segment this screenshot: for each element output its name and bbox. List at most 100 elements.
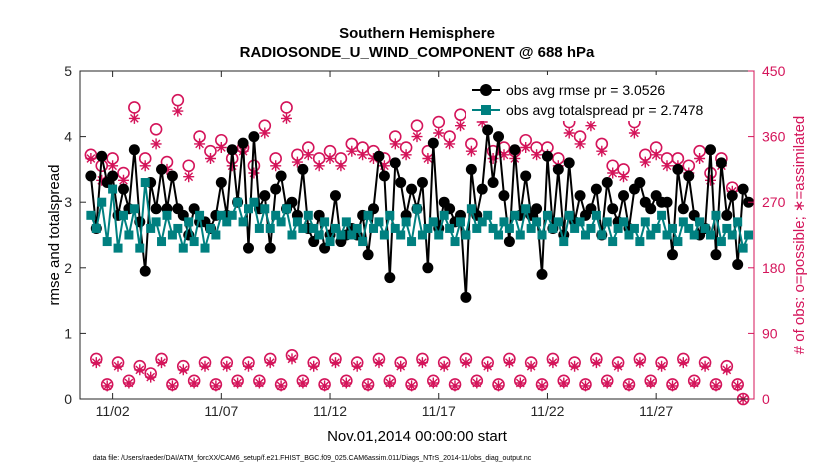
spread-point (504, 223, 514, 233)
spread-point (124, 230, 134, 240)
x-tick-label: 11/07 (204, 403, 238, 419)
obs-assimilated-point (90, 357, 102, 369)
rmse-point (373, 150, 385, 162)
spread-point (303, 210, 313, 220)
obs-assimilated-point (313, 160, 325, 172)
obs-assimilated-point (357, 149, 369, 161)
spread-point (216, 210, 226, 220)
obs-assimilated-point (444, 138, 456, 150)
spread-point (102, 237, 112, 247)
obs-assimilated-point (476, 116, 488, 128)
rmse-point (590, 183, 602, 195)
y-right-tick-label: 90 (762, 325, 778, 341)
spread-point (570, 223, 580, 233)
spread-point (140, 178, 150, 188)
obs-assimilated-point (623, 380, 635, 392)
obs-assimilated-point (732, 380, 744, 392)
rmse-point (672, 163, 684, 175)
spread-point (118, 210, 128, 220)
obs-assimilated-point (226, 160, 238, 172)
spread-point (254, 223, 264, 233)
spread-point (189, 237, 199, 247)
spread-point (553, 217, 563, 227)
obs-assimilated-point (590, 357, 602, 369)
spread-point (287, 230, 297, 240)
spread-point (640, 217, 650, 227)
spread-point (162, 210, 172, 220)
spread-point (91, 223, 101, 233)
obs-assimilated-point (705, 174, 716, 186)
spread-point (407, 237, 417, 247)
spread-point (336, 230, 346, 240)
spread-point (450, 237, 460, 247)
y-left-axis-label: rmse and totalspread (46, 165, 63, 306)
obs-possible-point (149, 123, 163, 136)
spread-point (298, 223, 308, 233)
rmse-point (607, 203, 619, 215)
spread-point (613, 223, 623, 233)
rmse-point (139, 265, 151, 277)
obs-assimilated-point (101, 380, 113, 392)
obs-assimilated-point (118, 174, 129, 186)
spread-point (608, 237, 618, 247)
obs-assimilated-point (270, 160, 282, 172)
spread-point (548, 223, 558, 233)
rmse-point (726, 190, 738, 202)
rmse-point (427, 137, 439, 149)
obs-assimilated-point (166, 380, 178, 392)
spread-point (151, 217, 161, 227)
spread-point (390, 223, 400, 233)
y-right-tick-label: 0 (762, 391, 770, 407)
rmse-point (482, 124, 494, 136)
obs-assimilated-point (699, 360, 711, 372)
spread-point (716, 237, 726, 247)
spread-point (733, 217, 743, 227)
rmse-point (384, 272, 396, 284)
obs-assimilated-point (656, 360, 668, 372)
rmse-point (378, 170, 390, 182)
obs-assimilated-point (612, 360, 624, 372)
spread-point (379, 230, 389, 240)
obs-assimilated-point (302, 149, 314, 161)
rmse-point (362, 249, 374, 261)
obs-assimilated-point (465, 145, 477, 157)
obs-assimilated-point (286, 353, 298, 365)
spread-point (667, 223, 677, 233)
obs-assimilated-point (199, 360, 211, 372)
obs-assimilated-point (85, 153, 97, 164)
rmse-point (536, 268, 548, 280)
rmse-point (389, 157, 401, 169)
spread-point (494, 230, 504, 240)
spread-point (86, 210, 96, 220)
spread-point (271, 210, 281, 220)
rmse-point (509, 144, 521, 156)
spread-point (439, 210, 449, 220)
x-tick-label: 11/27 (639, 403, 673, 419)
obs-assimilated-point (128, 112, 140, 124)
spread-point (597, 230, 607, 240)
spread-point (173, 223, 183, 233)
spread-point (352, 223, 362, 233)
spread-point (374, 217, 384, 227)
spread-point (488, 223, 498, 233)
obs-assimilated-point (547, 357, 559, 369)
obs-assimilated-point (569, 360, 581, 372)
rmse-point (721, 209, 733, 221)
obs-assimilated-point (525, 360, 537, 372)
spread-point (135, 243, 145, 253)
obs-assimilated-point (308, 360, 320, 372)
spread-point (108, 184, 118, 194)
rmse-point (156, 163, 168, 175)
spread-point (662, 230, 672, 240)
y-right-tick-label: 450 (762, 63, 786, 79)
spread-point (244, 204, 253, 214)
obs-assimilated-point (134, 364, 146, 376)
spread-point (591, 210, 601, 220)
rmse-point (520, 170, 532, 182)
spread-point (157, 237, 167, 247)
obs-assimilated-point (253, 377, 265, 389)
obs-assimilated-point (639, 156, 651, 168)
spread-point (265, 223, 275, 233)
y-left-tick-label: 2 (64, 260, 72, 276)
data-file-footnote: data file: /Users/raeder/DAI/ATM_forcXX/… (93, 455, 532, 462)
